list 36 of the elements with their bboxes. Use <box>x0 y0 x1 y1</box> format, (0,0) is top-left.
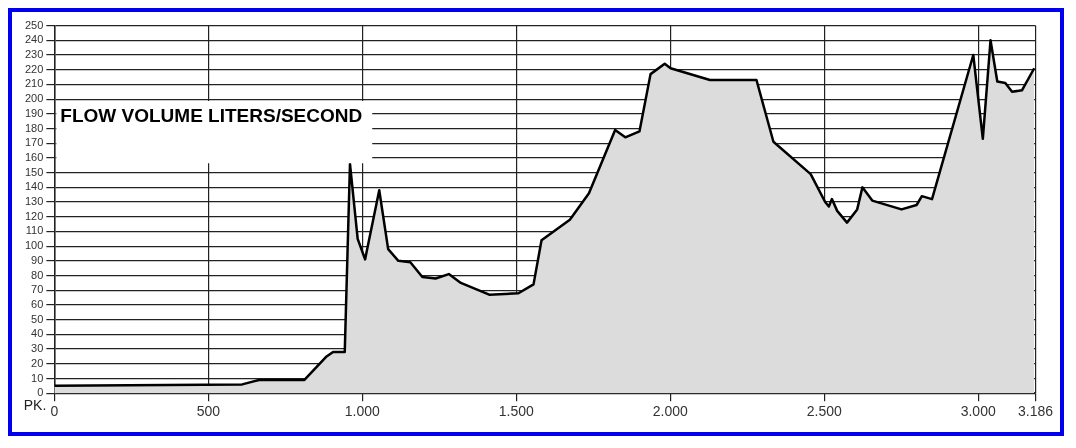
x-tick-label: 500 <box>196 403 221 420</box>
y-tick-label: 240 <box>24 33 44 46</box>
x-tick-label: 1.500 <box>498 403 534 420</box>
x-tick-label: 2.500 <box>806 403 842 420</box>
x-tick-label: 3.186 <box>1017 403 1054 420</box>
y-tick-label: 100 <box>24 239 44 252</box>
y-tick-label: 20 <box>31 356 44 369</box>
y-tick-label: 50 <box>31 312 44 325</box>
y-tick-label: 210 <box>24 77 44 90</box>
x-tick-label: 3.000 <box>960 403 996 420</box>
y-tick-label: 60 <box>31 298 44 311</box>
y-tick-label: 130 <box>24 195 44 208</box>
y-tick-label: 160 <box>24 150 44 163</box>
y-tick-label: 170 <box>24 136 44 149</box>
y-tick-label: 40 <box>31 327 44 340</box>
y-tick-label: 150 <box>24 165 44 178</box>
y-tick-label: 80 <box>31 268 44 281</box>
text: FLOW VOLUME LITERS/SECOND <box>60 105 363 126</box>
x-tick-label: 2.000 <box>652 403 688 420</box>
y-tick-label: 70 <box>31 283 44 296</box>
y-tick-label: 30 <box>31 342 44 355</box>
y-tick-label: 110 <box>25 224 44 237</box>
x-tick-label: 1.000 <box>344 403 381 420</box>
y-tick-label: 0 <box>37 386 44 399</box>
y-tick-label: 120 <box>24 209 44 222</box>
y-tick-label: 90 <box>31 253 44 266</box>
x-axis-title: PK. <box>23 397 47 414</box>
x-tick-label: 0 <box>50 403 59 420</box>
y-tick-label: 220 <box>24 62 44 75</box>
y-tick-label: 140 <box>24 180 44 193</box>
y-tick-label: 10 <box>31 371 44 384</box>
y-tick-label: 230 <box>24 48 44 61</box>
y-tick-label: 180 <box>24 121 44 134</box>
y-tick-label: 250 <box>24 18 44 31</box>
y-tick-label: 190 <box>24 106 44 119</box>
y-tick-label: 200 <box>24 92 44 105</box>
